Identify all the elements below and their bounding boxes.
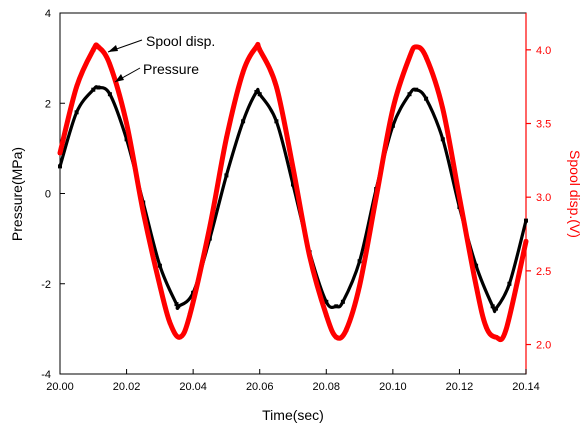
annotation-pressure-arrowhead [115,74,124,82]
x-tick-label: 20.08 [313,381,341,393]
series-pressure-point [494,306,498,311]
series-spool-point [254,44,259,49]
series-spool-point [504,327,508,332]
series-spool-point [440,106,445,111]
series-pressure-point [224,173,229,178]
series-pressure-point [174,302,179,307]
annotation-spool-arrowhead [108,45,118,52]
series-pressure-point [257,92,262,97]
series-spool-point [207,224,212,229]
y-right-tick-label: 3.0 [536,192,551,204]
series-pressure-point [357,259,362,264]
y-right-ticks: 2.0 2.5 3.0 3.5 4.0 [526,45,551,352]
series-pressure-point [334,304,339,309]
series-spool-point [177,335,182,340]
series-pressure-point [291,182,295,187]
x-tick-label: 20.12 [446,381,474,393]
y-left-tick-label: 0 [45,189,51,201]
curves [57,41,529,343]
x-tick-label: 20.14 [512,381,540,393]
series-spool-point [414,44,419,49]
y-right-tick-label: 4.0 [536,45,551,57]
series-spool-point [374,195,379,200]
series-pressure-point [274,119,279,124]
series-spool-point [484,324,489,329]
annotations: Spool disp. Pressure [107,33,215,83]
y-right-tick-label: 2.5 [536,266,551,278]
series-spool-point [494,335,498,340]
series-spool-point [224,136,229,141]
series-pressure-line [58,85,528,314]
x-tick-label: 20.06 [246,381,274,393]
series-spool-point [334,335,339,340]
y-axis-label-right: Spool disp.(V) [567,150,583,238]
series-pressure-point [96,85,101,90]
series-pressure-point [324,299,329,304]
series-spool-line [57,41,529,343]
series-spool-point [257,47,262,52]
series-spool-point [457,195,462,200]
series-pressure-point [414,87,419,92]
series-pressure-point [176,304,181,309]
series-spool-point [96,44,101,49]
series-pressure-point [58,164,62,169]
y-left-tick-label: -2 [41,279,51,291]
x-tick-label: 20.00 [46,381,74,393]
series-spool-point [241,69,246,74]
series-pressure-point [157,263,162,268]
series-pressure-point [74,110,79,115]
series-spool-point [474,283,479,288]
series-spool-point [91,47,96,52]
x-axis-label: Time(sec) [262,407,324,423]
series-spool-point [344,327,349,332]
series-spool-point [357,283,362,288]
series-spool-point [187,313,192,318]
series-spool-point [274,84,279,89]
series-pressure-point [507,281,512,286]
series-spool-point [307,254,312,259]
series-spool-point [524,239,528,244]
series-spool-point [58,151,62,155]
y-left-tick-label: 4 [45,8,51,20]
series-spool-point [291,165,295,170]
y-axis-label-left: Pressure(MPa) [9,147,25,241]
y-right-tick-label: 3.5 [536,119,551,131]
y-left-tick-label: -4 [41,369,51,381]
series-pressure-point [524,218,528,223]
series-pressure-point [107,92,112,97]
series-spool-point [74,84,79,89]
series-pressure-point [424,96,429,101]
series-pressure-point [474,263,479,268]
x-tick-label: 20.02 [113,381,141,393]
series-pressure-point [340,299,345,304]
x-ticks: 20.00 20.02 20.04 20.06 20.08 20.10 20.12 20.14 [46,369,540,393]
series-pressure-point [91,87,96,92]
series-spool-point [324,313,329,318]
annotation-spool-label: Spool disp. [146,33,215,49]
series-pressure-point [124,137,129,142]
series-spool-point [141,209,146,214]
series-spool-point [407,55,412,60]
series-pressure-point [407,92,412,97]
x-tick-label: 20.10 [379,381,407,393]
series-spool-point [390,106,395,111]
series-pressure-point [254,90,259,94]
series-spool-point [157,283,162,288]
y-left-tick-label: 2 [45,98,51,110]
series-pressure-point [241,119,246,124]
series-pressure-point [490,304,495,309]
series-spool-point [107,62,112,67]
series-spool-point [424,55,429,60]
annotation-pressure-label: Pressure [143,61,199,77]
y-left-ticks: -4 -2 0 2 4 [41,8,65,381]
y-right-tick-label: 2.0 [536,340,551,352]
series-pressure-point [440,137,445,142]
series-spool-point [124,121,129,126]
series-spool-point [167,320,172,325]
series-pressure-point [390,123,395,128]
x-tick-label: 20.04 [179,381,207,393]
